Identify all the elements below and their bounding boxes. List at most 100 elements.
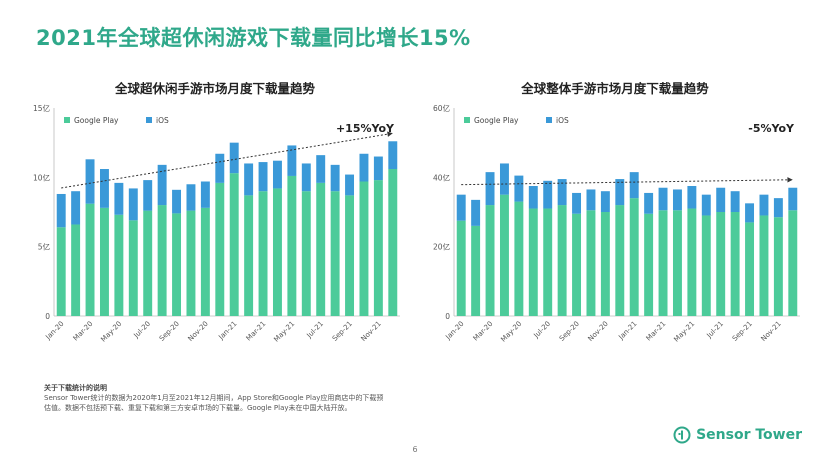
bar-google-play xyxy=(114,214,124,316)
bar-ios xyxy=(629,172,639,199)
bar-ios xyxy=(56,193,66,228)
y-tick-label: 20亿 xyxy=(433,242,451,252)
x-tick-label: May-21 xyxy=(272,320,296,344)
bar-google-play xyxy=(258,191,268,316)
bar-google-play xyxy=(557,205,567,316)
trend-arrowhead xyxy=(387,131,393,137)
trend-arrowhead xyxy=(787,177,793,183)
x-tick-label: Nov-21 xyxy=(760,320,783,343)
legend-swatch-ios xyxy=(146,117,152,123)
bar-google-play xyxy=(157,205,167,316)
bar-ios xyxy=(456,194,466,221)
chart-title: 全球超休闲手游市场月度下载量趋势 xyxy=(114,81,315,96)
x-tick-label: Mar-20 xyxy=(472,320,495,343)
bar-ios xyxy=(485,172,495,206)
bar-ios xyxy=(71,191,81,225)
bar-google-play xyxy=(345,195,355,316)
legend-label-ios: iOS xyxy=(156,116,169,125)
bar-google-play xyxy=(773,217,783,316)
bar-ios xyxy=(716,187,726,212)
bar-ios xyxy=(672,189,682,211)
bar-ios xyxy=(301,163,311,192)
bar-google-play xyxy=(485,205,495,316)
x-tick-label: Nov-20 xyxy=(187,320,210,343)
legend-swatch-ios xyxy=(546,117,552,123)
yoy-annotation: -5%YoY xyxy=(748,122,795,135)
bar-google-play xyxy=(572,213,582,316)
legend-label-ios: iOS xyxy=(556,116,569,125)
bar-ios xyxy=(272,160,282,189)
bar-ios xyxy=(359,153,369,182)
bar-google-play xyxy=(600,212,610,316)
legend-swatch-google-play xyxy=(464,117,470,123)
y-tick-label: 15亿 xyxy=(33,103,51,113)
page-title: 2021年全球超休闲游戏下载量同比增长15% xyxy=(36,26,471,50)
bar-google-play xyxy=(359,181,369,316)
x-tick-label: Mar-21 xyxy=(245,320,268,343)
bar-ios xyxy=(658,187,668,211)
bar-google-play xyxy=(287,175,297,316)
y-tick-label: 0 xyxy=(45,312,50,321)
bar-ios xyxy=(730,191,740,212)
bar-google-play xyxy=(788,210,798,316)
footnote: 关于下载统计的说明 Sensor Tower统计的数据为2020年1月至2021… xyxy=(44,383,384,413)
bar-ios xyxy=(514,175,524,202)
bar-google-play xyxy=(229,173,239,316)
bar-ios xyxy=(773,198,783,218)
bar-ios xyxy=(229,142,239,174)
bar-google-play xyxy=(586,210,596,316)
bar-ios xyxy=(557,179,567,206)
bar-google-play xyxy=(99,207,109,316)
trend-line xyxy=(461,179,793,186)
bar-ios xyxy=(186,184,196,211)
bar-google-play xyxy=(499,194,509,316)
x-tick-label: Mar-20 xyxy=(72,320,95,343)
brand-name: Sensor Tower xyxy=(696,427,802,443)
bar-google-play xyxy=(316,182,326,316)
bar-ios xyxy=(572,192,582,214)
y-tick-label: 10亿 xyxy=(33,172,51,182)
x-tick-label: Sep-20 xyxy=(558,320,581,343)
x-tick-label: Jul-21 xyxy=(705,320,725,340)
x-tick-label: Jan-21 xyxy=(217,320,239,342)
x-tick-label: May-21 xyxy=(672,320,696,344)
x-tick-label: May-20 xyxy=(499,320,523,344)
x-tick-label: Nov-20 xyxy=(587,320,610,343)
bar-ios xyxy=(499,163,509,195)
yoy-annotation: +15%YoY xyxy=(336,122,395,135)
bar-ios xyxy=(586,189,596,211)
bar-ios xyxy=(215,153,225,183)
bar-ios xyxy=(373,156,383,181)
bar-google-play xyxy=(272,188,282,316)
bar-ios xyxy=(745,203,755,223)
bar-ios xyxy=(200,181,210,208)
bar-google-play xyxy=(56,227,66,316)
bar-ios xyxy=(258,162,268,192)
bar-ios xyxy=(345,174,355,196)
bar-ios xyxy=(157,164,167,206)
bar-google-play xyxy=(215,182,225,316)
bar-ios xyxy=(687,186,697,209)
bar-ios xyxy=(85,159,95,204)
bar-ios xyxy=(172,189,182,214)
bar-google-play xyxy=(143,210,153,316)
bar-google-play xyxy=(730,212,740,316)
bar-ios xyxy=(287,145,297,176)
x-tick-label: Nov-21 xyxy=(360,320,383,343)
bar-ios xyxy=(543,180,553,209)
bar-ios xyxy=(114,182,124,215)
bar-ios xyxy=(128,188,138,221)
x-tick-label: Sep-21 xyxy=(731,320,754,343)
brand-logo: Sensor Tower xyxy=(673,426,802,444)
trend-line xyxy=(61,132,393,189)
x-tick-label: Jan-20 xyxy=(444,320,466,342)
legend-swatch-google-play xyxy=(64,117,70,123)
overall-downloads-chart-panel: 全球整体手游市场月度下载量趋势 0 20亿 40亿 60亿 Jan-20 Mar-20 Ma… xyxy=(420,72,810,362)
bar-ios xyxy=(316,155,326,183)
bar-google-play xyxy=(471,225,481,316)
bar-google-play xyxy=(330,191,340,316)
bar-google-play xyxy=(687,208,697,316)
bar-ios xyxy=(388,141,398,170)
y-tick-label: 60亿 xyxy=(433,103,451,113)
x-tick-label: Jan-21 xyxy=(617,320,639,342)
